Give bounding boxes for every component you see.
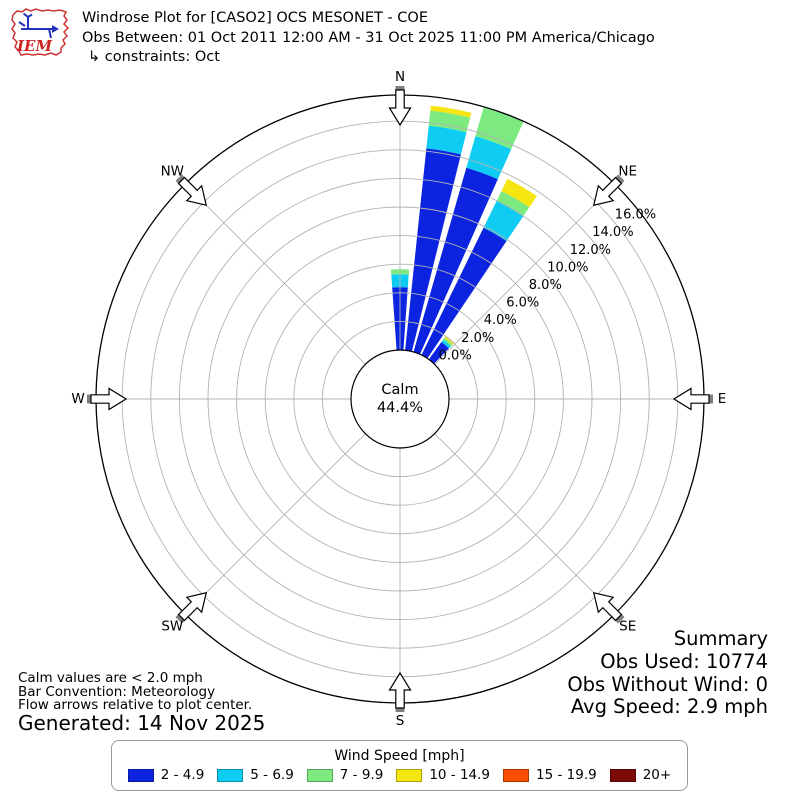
legend-swatch (609, 768, 636, 782)
legend-entry-label: 15 - 19.9 (536, 767, 597, 783)
spoke-NW (184, 183, 366, 365)
plot-notes: Calm values are < 2.0 mph Bar Convention… (18, 670, 266, 735)
calm-threshold-note: Calm values are < 2.0 mph (18, 670, 203, 686)
flow-arrow-NW-icon (175, 174, 208, 207)
ring-label-8pct: 8.0% (529, 278, 562, 293)
constraints-line: ↳ constraints: Oct (88, 49, 220, 65)
legend: Wind Speed [mph] 2 - 4.9 5 - 6.9 7 - 9.9 10… (111, 740, 688, 791)
ring-label-4pct: 4.0% (484, 313, 517, 328)
ring-label-12pct: 12.0% (570, 243, 611, 258)
generated-date: Generated: 14 Nov 2025 (18, 710, 266, 735)
legend-swatch (396, 768, 423, 782)
header: Windrose Plot for [CASO2] OCS MESONET - … (82, 9, 655, 68)
spoke-NE (434, 183, 616, 365)
compass-label-N: N (395, 69, 405, 85)
legend-entry: 7 - 9.9 (306, 767, 384, 783)
ring-label-10pct: 10.0% (547, 260, 588, 275)
wind-bar-20deg-bin2 (475, 107, 524, 150)
obs-range-subtitle: Obs Between: 01 Oct 2011 12:00 AM - 31 O… (82, 29, 655, 46)
flow-arrow-N-icon (388, 86, 412, 127)
wind-bar-10deg-bin3 (430, 105, 472, 118)
wind-bar-20deg-bin0 (413, 167, 498, 355)
legend-swatch (217, 768, 244, 782)
compass-label-E: E (718, 391, 727, 407)
wind-bar-10deg-bin0 (405, 148, 461, 352)
summary-block: Summary Obs Used: 10774 Obs Without Wind… (567, 627, 768, 719)
flow-arrow-SW-icon (175, 591, 208, 624)
compass-label-SW: SW (161, 619, 183, 635)
flow-arrow-NE-icon (592, 174, 625, 207)
flow-arrow-E-icon (672, 387, 713, 411)
wind-bar-40deg-bin2 (443, 337, 453, 347)
legend-entry: 2 - 4.9 (127, 767, 205, 783)
wind-bar-40deg-bin0 (428, 342, 449, 364)
weather-vane-icon (18, 12, 59, 39)
legend-entry: 10 - 14.9 (396, 767, 490, 783)
summary-title: Summary (673, 627, 768, 650)
calm-value: 44.4% (377, 400, 423, 416)
compass-label-NW: NW (161, 163, 184, 179)
wind-bar-10deg-bin2 (428, 110, 471, 133)
ring-label-16pct: 16.0% (615, 208, 656, 223)
flow-arrows-note: Flow arrows relative to plot center. (18, 697, 253, 714)
flow-arrow-W-icon (87, 387, 128, 411)
iem-logo-text: IEM (16, 37, 52, 55)
flow-arrow-S-icon (388, 671, 412, 712)
flow-arrow-SE-icon (592, 591, 625, 624)
obs-without-wind: Obs Without Wind: 0 (567, 672, 768, 696)
legend-entry: 5 - 6.9 (217, 767, 294, 783)
wind-bar-40deg-bin1 (441, 339, 451, 349)
spoke-SW (184, 433, 366, 615)
legend-entry-label: 10 - 14.9 (429, 767, 491, 783)
spoke-SE (434, 433, 616, 615)
ring-label-14pct: 14.0% (592, 225, 633, 240)
compass-label-W: W (71, 391, 84, 407)
legend-title: Wind Speed [mph] (334, 748, 465, 764)
obs-used: Obs Used: 10774 (600, 649, 768, 673)
wind-bar-30deg-bin0 (421, 227, 507, 359)
compass-label-NE: NE (618, 163, 637, 179)
calm-circle (350, 349, 450, 449)
legend-entry-label: 2 - 4.9 (160, 767, 205, 783)
legend-entries: 2 - 4.9 5 - 6.9 7 - 9.9 10 - 14.9 15 - 19.9 2… (127, 767, 672, 783)
legend-swatch (306, 768, 333, 782)
compass-label-SE: SE (619, 619, 636, 635)
ring-label-6pct: 6.0% (506, 296, 539, 311)
legend-entry: 20+ (609, 767, 672, 783)
wind-bar-20deg-bin1 (466, 136, 512, 180)
compass-label-S: S (396, 713, 405, 729)
wind-bar-30deg-bin3 (501, 178, 537, 208)
legend-entry-label: 5 - 6.9 (250, 767, 294, 783)
legend-swatch (127, 768, 154, 782)
avg-speed: Avg Speed: 2.9 mph (570, 695, 768, 719)
calm-label: Calm (381, 382, 418, 398)
legend-entry-label: 20+ (642, 767, 672, 783)
wind-bar-40deg-bin3 (444, 335, 455, 345)
iem-logo: IEM (11, 8, 70, 56)
wind-bar-10deg-bin1 (426, 125, 467, 155)
legend-swatch (503, 768, 530, 782)
legend-entry-label: 7 - 9.9 (339, 767, 384, 783)
ring-label-0pct: 0.0% (439, 348, 472, 363)
ring-label-2pct: 2.0% (461, 331, 494, 346)
iowa-outline-icon (11, 8, 70, 56)
wind-bar-30deg-bin2 (496, 191, 530, 217)
legend-entry: 15 - 19.9 (503, 767, 597, 783)
bar-convention-note: Bar Convention: Meteorology (18, 683, 216, 700)
page-title: Windrose Plot for [CASO2] OCS MESONET - … (82, 10, 428, 26)
